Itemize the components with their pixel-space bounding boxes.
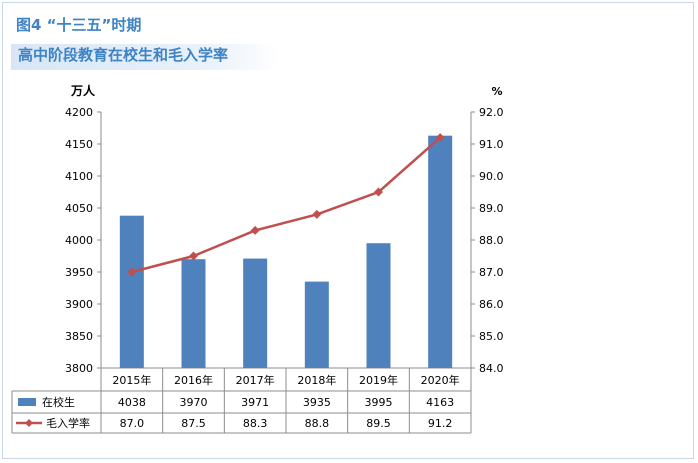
enrollment-value: 3995 [365, 396, 393, 409]
right-tick-label: 91.0 [479, 138, 504, 151]
right-axis-unit: % [491, 85, 502, 98]
left-tick-label: 3950 [65, 266, 93, 279]
line-layer [127, 133, 445, 277]
category-label: 2016年 [174, 373, 213, 387]
right-tick-label: 86.0 [479, 298, 504, 311]
rate-value: 88.8 [305, 417, 330, 430]
rate-value: 87.5 [181, 417, 206, 430]
rate-value: 91.2 [428, 417, 453, 430]
bar-2015年 [119, 215, 144, 368]
category-label: 2019年 [359, 373, 398, 387]
category-label: 2015年 [112, 373, 151, 387]
right-tick-label: 89.0 [479, 202, 504, 215]
left-tick-label: 3800 [65, 362, 93, 375]
bar-2020年 [428, 135, 453, 368]
enrollment-value: 3935 [303, 396, 331, 409]
left-tick-label: 4150 [65, 138, 93, 151]
left-tick-label: 4050 [65, 202, 93, 215]
rate-point-2015年 [127, 267, 137, 277]
right-tick-label: 85.0 [479, 330, 504, 343]
enrollment-value: 4163 [426, 396, 454, 409]
figure-title: 图4 “十三五”时期 [16, 16, 142, 34]
bar-2016年 [181, 259, 206, 368]
category-label: 2020年 [421, 373, 460, 387]
right-tick-label: 84.0 [479, 362, 504, 375]
rate-point-2019年 [374, 187, 383, 197]
left-tick-label: 3900 [65, 298, 93, 311]
bars-layer [119, 135, 453, 368]
category-label: 2017年 [236, 373, 275, 387]
category-label: 2018年 [297, 373, 336, 387]
enrollment-value: 3970 [180, 396, 208, 409]
right-tick-label: 87.0 [479, 266, 504, 279]
left-tick-label: 4100 [65, 170, 93, 183]
legend-key-bar [18, 398, 36, 406]
bar-2018年 [304, 281, 329, 368]
legend-label-enrollment: 在校生 [42, 395, 75, 409]
rate-value: 89.5 [366, 417, 391, 430]
rate-point-2017年 [250, 225, 260, 235]
left-tick-label: 4000 [65, 234, 93, 247]
figure-subtitle: 高中阶段教育在校生和毛入学率 [18, 46, 229, 64]
legend-label-rate: 毛入学率 [46, 416, 90, 430]
legend-key-marker [25, 419, 33, 427]
enrollment-value: 4038 [118, 396, 146, 409]
bar-2019年 [366, 243, 391, 368]
rate-point-2018年 [312, 209, 322, 219]
rate-line [131, 136, 441, 274]
bar-2017年 [243, 258, 268, 368]
right-tick-label: 88.0 [479, 234, 504, 247]
right-tick-label: 92.0 [479, 106, 504, 119]
enrollment-value: 3971 [241, 396, 269, 409]
left-tick-label: 3850 [65, 330, 93, 343]
rate-value: 87.0 [120, 417, 145, 430]
left-axis-unit: 万人 [70, 83, 96, 98]
rate-point-2016年 [189, 251, 198, 261]
title-band [11, 44, 279, 70]
left-tick-label: 4200 [65, 106, 93, 119]
right-tick-label: 90.0 [479, 170, 504, 183]
rate-point-2020年 [435, 133, 445, 143]
rate-value: 88.3 [243, 417, 268, 430]
